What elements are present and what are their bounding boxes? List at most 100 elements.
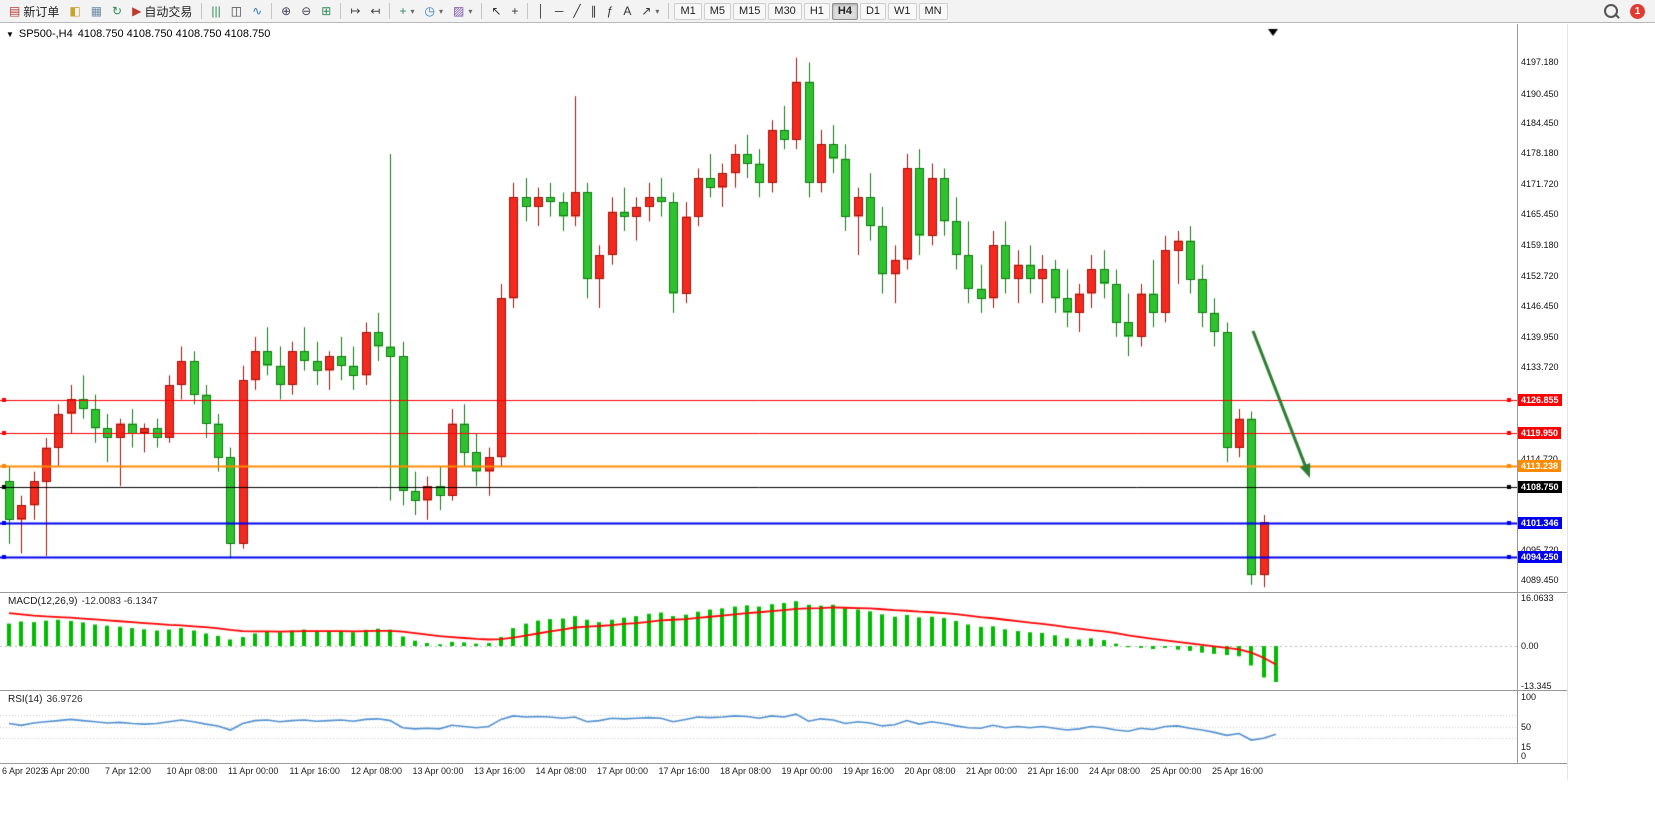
toolbar-button-refresh[interactable]: ↻: [107, 1, 127, 22]
toolbar: ▤ 新订单 ◧ ▦ ↻ ▶ 自动交易 ||| ◫ ∿ ⊕ ⊖ ⊞ ↦ ↤ + ▾ ◷ ▾ ▨ ▾ ↖ + │ ─ ╱ ∥ ƒ A ↗ ▾ M1…: [0, 0, 1655, 23]
toolbar-separator: [527, 3, 529, 19]
chart-candles-icon: ◫: [230, 4, 243, 18]
macd-name: MACD(12,26,9): [8, 596, 78, 607]
price-chart-canvas[interactable]: [0, 24, 1517, 592]
toolbar-button-auto-scroll[interactable]: ↦: [345, 1, 365, 22]
rsi-axis-label: 100: [1521, 692, 1537, 702]
price-axis-label: 4165.450: [1521, 209, 1559, 220]
profiles-icon: ▦: [90, 4, 103, 18]
dropdown-caret-icon: ▾: [438, 6, 443, 16]
chart-bars-icon: |||: [211, 4, 221, 18]
time-axis-label: 17 Apr 16:00: [658, 766, 710, 776]
timeframe-button-d1[interactable]: D1: [859, 2, 886, 20]
time-axis-label: 19 Apr 16:00: [843, 766, 895, 776]
price-axis-label: 4095.720: [1521, 545, 1559, 556]
price-axis-label: 4152.720: [1521, 270, 1559, 281]
price-axis-label: 4190.450: [1521, 89, 1559, 100]
time-axis-label: 14 Apr 08:00: [535, 766, 587, 776]
price-axis-label: 4171.720: [1521, 179, 1559, 190]
price-axis-label: 4159.180: [1521, 239, 1559, 250]
toolbar-button-periods[interactable]: ◷ ▾: [419, 1, 448, 22]
macd-panel-separator[interactable]: [0, 592, 1567, 593]
macd-values: -12.0083 -6.1347: [81, 596, 158, 607]
toolbar-separator: [201, 3, 203, 19]
rsi-axis-label: 0: [1521, 751, 1527, 761]
timeframe-button-h4[interactable]: H4: [831, 2, 858, 20]
price-axis-label: 4139.950: [1521, 332, 1559, 343]
time-axis-label: 11 Apr 00:00: [228, 766, 279, 776]
toolbar-right-group: 1: [1604, 3, 1651, 19]
chart-ohlc-readout: ▼ SP500-,H4 4108.750 4108.750 4108.750 4…: [6, 28, 270, 40]
price-axis-label: 4178.180: [1521, 148, 1559, 159]
toolbar-button-indicators[interactable]: + ▾: [394, 1, 419, 22]
window-right-border: [1567, 24, 1568, 780]
new-chart-icon: ◧: [69, 4, 81, 18]
timeframe-button-m15[interactable]: M15: [733, 2, 767, 20]
crosshair-icon: +: [511, 4, 519, 18]
time-axis-label: 20 Apr 08:00: [904, 766, 956, 776]
macd-axis-label: 0.00: [1521, 641, 1539, 652]
time-axis-label: 6 Apr 2023: [2, 766, 46, 776]
chart-line-icon: ∿: [252, 4, 263, 18]
rsi-indicator-canvas[interactable]: [0, 691, 1517, 763]
toolbar-button-chart-bars[interactable]: |||: [206, 1, 225, 22]
toolbar-button-new-order[interactable]: ▤ 新订单: [4, 1, 64, 22]
timeframe-button-m1[interactable]: M1: [674, 2, 702, 20]
toolbar-button-new-chart[interactable]: ◧: [64, 1, 85, 22]
timeframe-button-h1[interactable]: H1: [803, 2, 830, 20]
horizontal-line-icon: ─: [554, 4, 564, 18]
templates-icon: ▨: [452, 4, 465, 18]
macd-indicator-canvas[interactable]: [0, 593, 1517, 690]
toolbar-button-horizontal-line[interactable]: ─: [550, 1, 569, 22]
toolbar-button-profiles[interactable]: ▦: [86, 1, 107, 22]
tile-windows-icon: ⊞: [321, 4, 332, 18]
ohlc-values: 4108.750 4108.750 4108.750 4108.750: [77, 28, 271, 40]
timeframe-button-w1[interactable]: W1: [888, 2, 917, 20]
toolbar-button-fibonacci[interactable]: ƒ: [602, 1, 619, 22]
toolbar-button-vertical-line[interactable]: │: [532, 1, 550, 22]
price-axis-label: 4146.450: [1521, 300, 1559, 311]
search-icon[interactable]: [1604, 4, 1618, 18]
toolbar-button-crosshair[interactable]: +: [506, 1, 523, 22]
equidistant-channel-icon: ∥: [590, 4, 597, 18]
chevron-down-icon[interactable]: ▼: [6, 29, 14, 39]
toolbar-button-auto-trading[interactable]: ▶ 自动交易: [127, 1, 197, 22]
toolbar-button-zoom-in[interactable]: ⊕: [276, 1, 296, 22]
macd-axis-label: -13.345: [1521, 681, 1552, 691]
support-line-1-badge: 4101.346: [1518, 516, 1562, 529]
chart-shift-icon: ↤: [370, 4, 381, 18]
rsi-axis-label: 50: [1521, 721, 1532, 732]
toolbar-button-equidistant-channel[interactable]: ∥: [586, 1, 602, 22]
toolbar-button-chart-shift[interactable]: ↤: [365, 1, 385, 22]
timeframe-button-m30[interactable]: M30: [768, 2, 802, 20]
rsi-axis-label: 15: [1521, 742, 1532, 753]
timeframe-button-m5[interactable]: M5: [703, 2, 731, 20]
toolbar-separator: [481, 3, 483, 19]
support-line-2-badge: 4094.250: [1518, 551, 1562, 564]
toolbar-button-text-label[interactable]: A: [618, 1, 636, 22]
toolbar-button-cursor[interactable]: ↖: [486, 1, 506, 22]
macd-axis-label: 16.0633: [1521, 593, 1554, 603]
toolbar-button-zoom-out[interactable]: ⊖: [296, 1, 316, 22]
refresh-icon: ↻: [112, 4, 123, 18]
fibonacci-icon: ƒ: [606, 4, 614, 18]
time-axis-label: 12 Apr 08:00: [351, 766, 403, 776]
dropdown-caret-icon: ▾: [468, 6, 473, 16]
toolbar-button-chart-candles[interactable]: ◫: [226, 1, 247, 22]
notification-badge[interactable]: 1: [1630, 3, 1645, 19]
price-axis-border: [1517, 24, 1518, 763]
timeframe-button-mn[interactable]: MN: [918, 2, 948, 20]
arrows-icon: ↗: [641, 4, 652, 18]
toolbar-button-templates[interactable]: ▨ ▾: [448, 1, 477, 22]
toolbar-button-tile-windows[interactable]: ⊞: [316, 1, 336, 22]
toolbar-separator: [668, 3, 670, 19]
toolbar-button-group: ▤ 新订单 ◧ ▦ ↻ ▶ 自动交易 ||| ◫ ∿ ⊕ ⊖ ⊞ ↦ ↤ + ▾ ◷ ▾ ▨ ▾ ↖ + │ ─ ╱ ∥ ƒ A ↗ ▾ M1…: [4, 0, 949, 22]
price-axis-label: 4114.720: [1521, 453, 1558, 464]
toolbar-separator: [271, 3, 273, 19]
rsi-panel-separator[interactable]: [0, 690, 1567, 691]
toolbar-button-chart-line[interactable]: ∿: [247, 1, 267, 22]
cursor-icon: ↖: [491, 4, 502, 18]
toolbar-button-trendline[interactable]: ╱: [568, 1, 585, 22]
auto-trading-icon: ▶: [132, 4, 142, 18]
toolbar-button-arrows[interactable]: ↗ ▾: [636, 1, 664, 22]
